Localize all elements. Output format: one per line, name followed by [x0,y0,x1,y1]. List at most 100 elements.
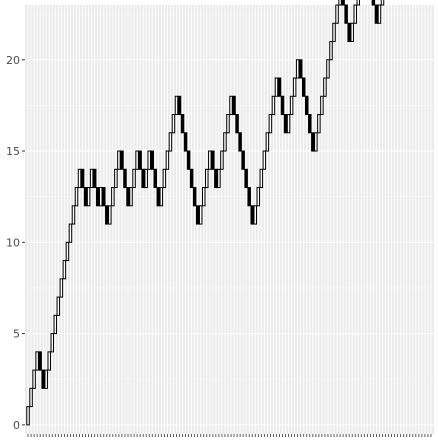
candle-96 [317,114,321,134]
candle-39 [144,168,148,189]
candle-34 [129,187,133,207]
candle-73 [247,187,251,207]
candle-89 [295,59,300,79]
candle-24 [98,187,103,207]
candle-9 [53,314,58,335]
candle-19 [83,187,88,207]
candle-65 [223,132,227,152]
candle-107 [350,22,354,43]
candle-49 [174,95,179,116]
candle-42 [153,168,158,189]
candle-79 [265,132,270,152]
candle-8 [50,333,55,353]
candle-45 [162,168,167,189]
candle-50 [177,95,182,116]
candle-56 [195,205,200,225]
candle-32 [123,168,127,189]
candle-87 [289,95,294,116]
candle-6 [44,369,48,389]
candle-91 [301,77,306,97]
candle-5 [41,369,45,389]
y-tick-label-4: 20 [6,54,20,67]
candle-20 [86,187,91,207]
candle-22 [92,168,97,189]
candle-97 [320,95,324,116]
candle-41 [150,150,154,170]
candle-7 [47,351,51,371]
candle-37 [138,150,142,170]
minor-grid [25,13,434,380]
candle-95 [314,132,318,152]
candle-29 [114,168,118,189]
candle-75 [253,205,257,225]
candle-4 [38,351,42,371]
candle-116 [377,4,382,24]
candle-17 [77,168,82,189]
y-tick-label-0: 0 [13,419,20,432]
candle-60 [208,150,212,170]
plot-panel [25,5,434,434]
candle-10 [56,296,61,316]
candle-84 [280,95,285,116]
candle-114 [371,0,376,6]
candle-59 [205,168,209,189]
candle-81 [271,95,276,116]
candle-57 [198,205,203,225]
candle-18 [80,168,85,189]
candle-83 [277,77,282,97]
candle-16 [74,187,79,207]
candle-51 [180,114,185,134]
candle-61 [211,150,215,170]
candle-62 [214,168,218,189]
candle-98 [323,77,327,97]
x-axis [27,434,432,437]
candle-108 [353,4,357,24]
candle-105 [344,4,348,24]
candle-14 [68,223,73,243]
candle-31 [120,150,124,170]
candle-23 [95,187,100,207]
candle-33 [126,187,130,207]
candle-21 [89,168,94,189]
candle-25 [102,187,106,207]
candle-93 [308,114,312,134]
candle-71 [241,150,245,170]
y-tick-label-3: 15 [6,145,20,158]
candle-115 [374,4,379,24]
candle-77 [259,168,264,189]
candle-86 [286,114,291,134]
candle-40 [147,150,151,170]
candle-11 [59,278,64,298]
candle-80 [268,114,273,134]
candle-27 [108,205,112,225]
candle-104 [341,0,345,6]
candle-88 [292,77,297,97]
candle-35 [132,168,136,189]
candle-54 [189,168,194,189]
candle-3 [35,351,39,371]
candle-0 [26,406,30,426]
candle-38 [141,168,145,189]
candle-78 [262,150,267,170]
candle-13 [65,241,70,262]
candle-99 [326,59,330,79]
candle-90 [298,59,303,79]
y-tick-label-1: 5 [13,328,20,341]
candle-74 [250,205,254,225]
candle-94 [311,132,315,152]
candle-72 [244,168,248,189]
candle-43 [156,187,161,207]
candle-36 [135,150,139,170]
candle-69 [235,114,239,134]
major-grid [25,5,434,434]
candle-28 [111,187,115,207]
candle-15 [71,205,76,225]
candle-47 [168,132,173,152]
candle-82 [274,77,279,97]
candle-30 [117,150,121,170]
candles [26,0,385,426]
candle-64 [220,150,224,170]
candle-101 [332,22,336,43]
candle-44 [159,187,164,207]
